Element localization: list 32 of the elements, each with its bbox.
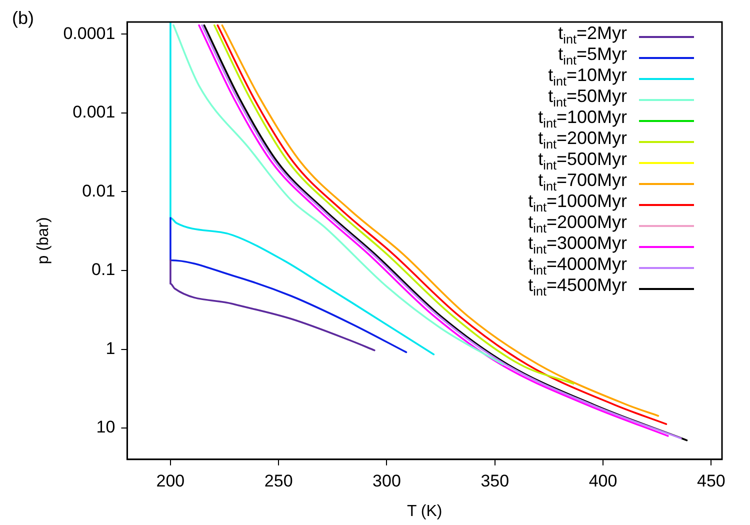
y-tick-label: 1: [106, 338, 116, 358]
x-tick-label: 250: [264, 471, 293, 490]
y-tick-label: 0.001: [72, 102, 116, 122]
y-tick-label: 0.1: [92, 260, 116, 280]
line-series: [170, 22, 435, 356]
legend-label: t$_{int}$=1000Myr: [528, 190, 627, 214]
line-series: [170, 217, 408, 354]
x-axis-title: T (K): [406, 502, 442, 520]
text: (b): [12, 8, 34, 29]
y-axis-title: p (bar): [35, 217, 52, 264]
legend-label: t$_{int}$=2Myr: [558, 22, 627, 46]
y-tick-label: 0.0001: [63, 24, 116, 43]
legend-label: t$_{int}$=700Myr: [538, 170, 627, 194]
x-tick-label: 450: [697, 471, 726, 490]
legend-label: t$_{int}$=5Myr: [558, 44, 627, 68]
legend-label: t$_{int}$=200Myr: [538, 128, 627, 152]
legend-label: t$_{int}$=10Myr: [548, 64, 627, 88]
legend-label: t$_{int}$=3000Myr: [528, 232, 627, 256]
line-series: [170, 259, 376, 352]
x-tick-label: 400: [588, 471, 618, 490]
legend-label: t$_{int}$=2000Myr: [528, 212, 627, 236]
legend-label: t$_{int}$=50Myr: [548, 86, 627, 110]
x-tick-label: 300: [372, 471, 401, 490]
x-tick-label: 350: [480, 471, 510, 490]
line-series: [172, 24, 504, 366]
legend-label: t$_{int}$=4500Myr: [528, 274, 627, 300]
legend-label: t$_{int}$=500Myr: [538, 148, 627, 172]
x-tick-label: 200: [156, 471, 185, 490]
y-tick-label: 10: [96, 418, 116, 437]
y-tick-label: 0.01: [82, 181, 116, 200]
legend-label: t$_{int}$=4000Myr: [528, 254, 627, 278]
legend-label: t$_{int}$=100Myr: [538, 106, 627, 130]
